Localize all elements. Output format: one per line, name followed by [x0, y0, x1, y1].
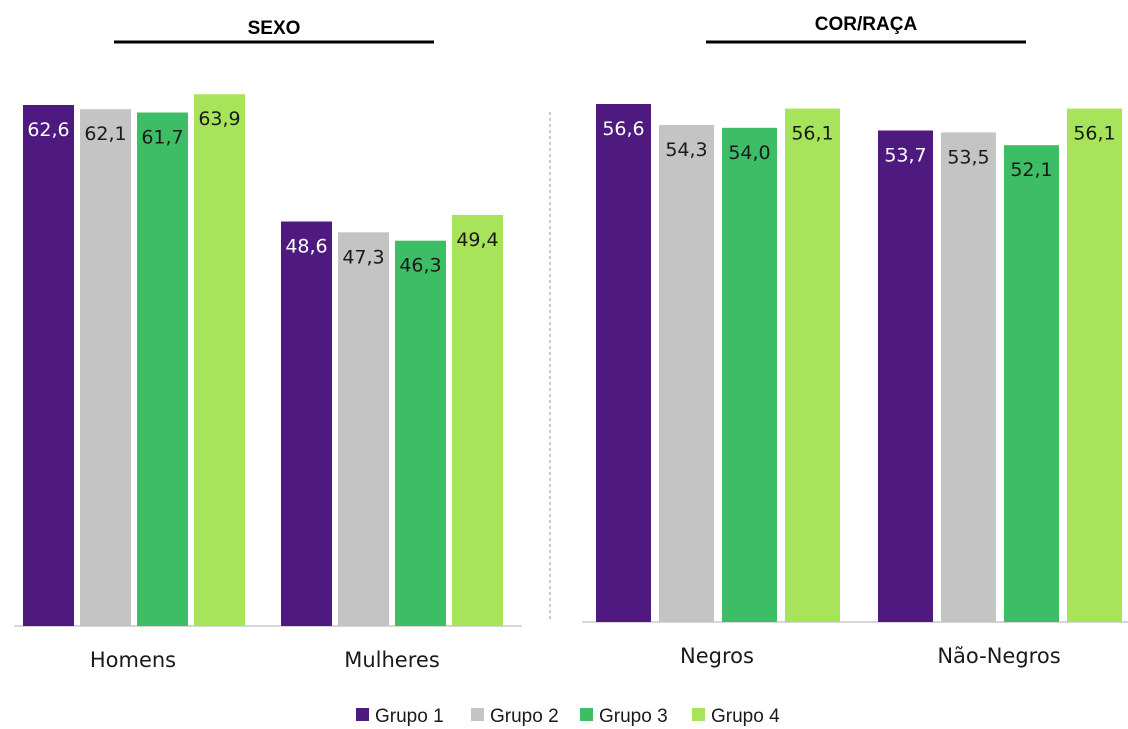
bar-nao-negros-grupo-1	[878, 130, 933, 622]
data-label-nao-negros-grupo-3: 52,1	[1010, 159, 1052, 181]
category-label-negros: Negros	[680, 644, 754, 668]
data-label-nao-negros-grupo-2: 53,5	[947, 146, 989, 168]
bar-homens-grupo-2	[80, 109, 131, 626]
category-label-nao-negros: Não-Negros	[937, 644, 1060, 668]
bar-mulheres-grupo-3	[395, 240, 446, 626]
bar-homens-grupo-4	[194, 94, 245, 626]
data-label-homens-grupo-3: 61,7	[141, 127, 183, 149]
data-label-negros-grupo-1: 56,6	[602, 118, 644, 140]
bar-negros-grupo-3	[722, 127, 777, 623]
data-label-mulheres-grupo-4: 49,4	[456, 229, 498, 251]
legend-label-grupo-2: Grupo 2	[490, 706, 559, 727]
bar-negros-grupo-1	[596, 104, 651, 622]
legend: Grupo 1 Grupo 2 Grupo 3 Grupo 4	[356, 706, 780, 727]
bar-nao-negros-grupo-3	[1004, 145, 1059, 622]
bar-negros-grupo-2	[659, 125, 714, 622]
legend-label-grupo-1: Grupo 1	[375, 706, 444, 727]
data-label-mulheres-grupo-1: 48,6	[285, 236, 327, 258]
data-label-negros-grupo-3: 54,0	[728, 142, 770, 164]
bar-mulheres-grupo-2	[338, 232, 389, 627]
data-label-homens-grupo-2: 62,1	[84, 123, 126, 145]
bar-negros-grupo-4	[785, 108, 840, 623]
bar-mulheres-grupo-4	[452, 214, 503, 626]
data-label-mulheres-grupo-2: 47,3	[342, 246, 384, 268]
data-label-nao-negros-grupo-4: 56,1	[1073, 123, 1115, 145]
data-label-homens-grupo-1: 62,6	[27, 119, 69, 141]
legend-swatch-grupo-2	[471, 708, 484, 721]
category-label-mulheres: Mulheres	[344, 648, 440, 672]
legend-label-grupo-4: Grupo 4	[711, 706, 780, 727]
data-label-negros-grupo-4: 56,1	[791, 123, 833, 145]
data-label-homens-grupo-4: 63,9	[198, 108, 240, 130]
data-label-nao-negros-grupo-1: 53,7	[884, 145, 926, 167]
bar-homens-grupo-1	[23, 105, 74, 626]
bar-mulheres-grupo-1	[281, 221, 332, 626]
panel-title-sexo: SEXO	[248, 18, 301, 39]
panel-title-cor-raca: COR/RAÇA	[815, 14, 918, 35]
category-label-homens: Homens	[90, 648, 176, 672]
legend-swatch-grupo-4	[692, 708, 705, 721]
bar-nao-negros-grupo-2	[941, 132, 996, 622]
bar-nao-negros-grupo-4	[1067, 108, 1122, 623]
data-label-negros-grupo-2: 54,3	[665, 139, 707, 161]
bar-homens-grupo-3	[137, 112, 188, 626]
legend-label-grupo-3: Grupo 3	[599, 706, 668, 727]
legend-swatch-grupo-1	[356, 708, 369, 721]
data-label-mulheres-grupo-3: 46,3	[399, 255, 441, 277]
legend-swatch-grupo-3	[580, 708, 593, 721]
